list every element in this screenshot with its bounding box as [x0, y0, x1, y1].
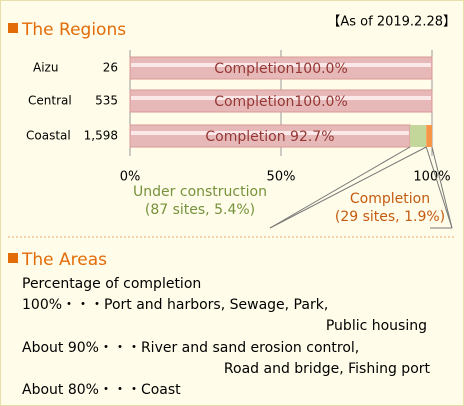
leader-line — [269, 146, 411, 229]
bullet — [8, 23, 18, 33]
count-label: 1,598 — [84, 129, 118, 143]
bar-segment — [426, 125, 432, 147]
areas-line: 100%・・・Port and harbors, Sewage, Park, — [22, 297, 328, 313]
date-note: 【As of 2019.2.28】 — [327, 15, 456, 30]
bar-segment — [409, 125, 427, 147]
leader-line — [269, 146, 427, 229]
count-label: 26 — [103, 61, 118, 75]
value-label: Completion100.0% — [214, 94, 348, 110]
value-label: Completion100.0% — [214, 61, 348, 77]
areas-line: Public housing — [326, 318, 427, 334]
areas-line: About 80%・・・Coast — [22, 382, 181, 398]
x-tick-label: 100% — [413, 170, 450, 185]
bar-segment — [129, 56, 433, 80]
chart-title: The Regions — [21, 20, 126, 40]
bullet — [8, 253, 18, 263]
x-tick-label: 50% — [267, 170, 296, 185]
areas-line: Percentage of completion — [22, 276, 201, 292]
annotation-detail: (87 sites, 5.4%) — [145, 202, 255, 218]
annotation-name: Under construction — [133, 184, 267, 200]
bar-segment — [129, 89, 433, 113]
category-label: Coastal — [26, 129, 71, 143]
x-tick-label: 0% — [120, 170, 141, 185]
leader-line — [431, 146, 453, 229]
areas-line: Road and bridge, Fishing port — [224, 361, 431, 377]
areas-title: The Areas — [21, 250, 107, 270]
annotation-detail: (29 sites, 1.9%) — [335, 209, 445, 225]
annotation-name: Completion — [350, 191, 430, 207]
areas-line: About 90%・・・River and sand erosion contr… — [22, 340, 359, 356]
value-label: Completion 92.7% — [205, 129, 334, 145]
category-label: Aizu — [33, 61, 58, 75]
count-label: 535 — [95, 94, 118, 108]
leader-line — [425, 146, 453, 229]
category-label: Central — [28, 94, 72, 108]
